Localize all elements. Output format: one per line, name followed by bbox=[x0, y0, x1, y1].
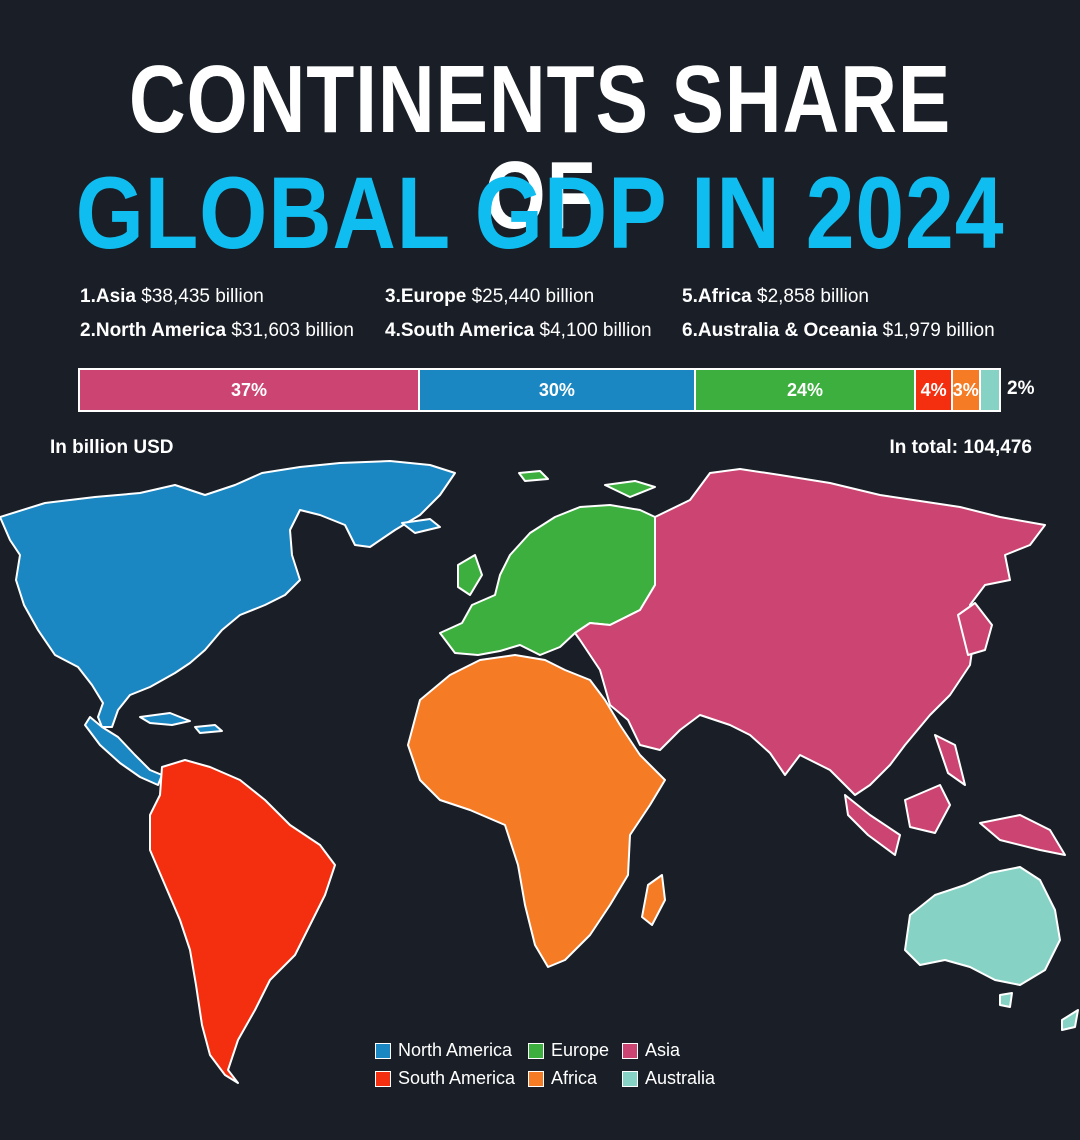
world-map bbox=[0, 460, 1079, 1084]
legend-swatch bbox=[528, 1070, 544, 1087]
bar-segment-africa: 3% bbox=[953, 370, 981, 410]
bar-segment-asia: 37% bbox=[80, 370, 421, 410]
rank-item-south-america: 4.South America $4,100 billion bbox=[385, 320, 652, 341]
continent-africa bbox=[407, 654, 666, 968]
continent-asia bbox=[574, 468, 1046, 796]
bar-segment-label-australia: 2% bbox=[1007, 378, 1035, 399]
legend-swatch bbox=[622, 1070, 638, 1087]
bar-segment-europe: 24% bbox=[695, 370, 917, 410]
title-line-1: CONTINENTS SHARE OF bbox=[128, 46, 952, 249]
legend-item-north-america: North America bbox=[375, 1040, 512, 1061]
rank-item-asia: 1.Asia $38,435 billion bbox=[80, 286, 264, 307]
rank-item-europe: 3.Europe $25,440 billion bbox=[385, 286, 595, 307]
legend-swatch bbox=[375, 1070, 391, 1087]
rank-item-australia-oceania: 6.Australia & Oceania $1,979 billion bbox=[682, 320, 995, 341]
total-label: In total: 104,476 bbox=[889, 437, 1032, 458]
legend-item-australia: Australia bbox=[622, 1068, 715, 1089]
continent-south-america bbox=[149, 759, 336, 1084]
unit-label: In billion USD bbox=[50, 437, 174, 458]
legend-item-africa: Africa bbox=[528, 1068, 597, 1089]
bar-segment-south-america: 4% bbox=[916, 370, 953, 410]
continent-australia bbox=[904, 866, 1061, 986]
map-legend: North America Europe Asia South America … bbox=[375, 1040, 735, 1100]
gdp-share-bar: 37% 30% 24% 4% 3% bbox=[78, 368, 1001, 412]
legend-item-south-america: South America bbox=[375, 1068, 515, 1089]
continent-north-america bbox=[0, 460, 456, 728]
rank-item-north-america: 2.North America $31,603 billion bbox=[80, 320, 354, 341]
rank-item-africa: 5.Africa $2,858 billion bbox=[682, 286, 869, 307]
continent-central-america bbox=[84, 716, 163, 786]
bar-segment-australia bbox=[980, 370, 999, 410]
legend-item-asia: Asia bbox=[622, 1040, 680, 1061]
gdp-ranking-list: 1.Asia $38,435 billion 2.North America $… bbox=[80, 286, 1020, 356]
bar-segment-north-america: 30% bbox=[420, 370, 696, 410]
legend-swatch bbox=[528, 1042, 544, 1059]
legend-swatch bbox=[622, 1042, 638, 1059]
legend-swatch bbox=[375, 1042, 391, 1059]
title-line-2: GLOBAL GDP IN 2024 bbox=[75, 156, 1005, 270]
legend-item-europe: Europe bbox=[528, 1040, 609, 1061]
